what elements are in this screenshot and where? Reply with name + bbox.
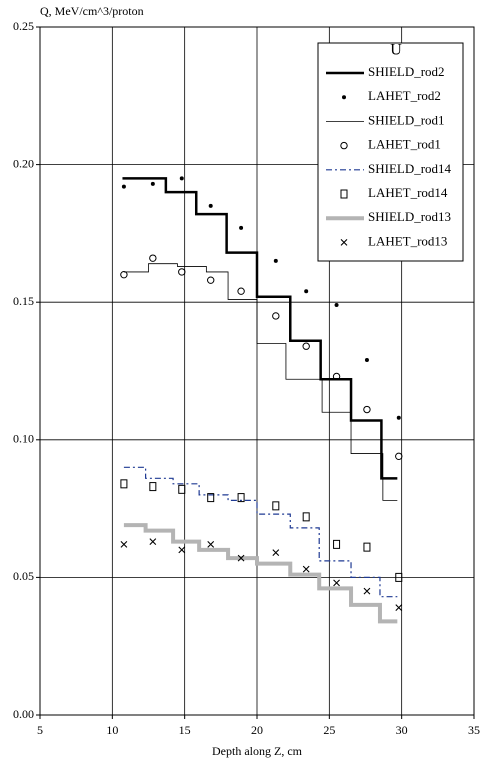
legend-label: SHIELD_rod13 [368,209,451,224]
legend-label: LAHET_rod1 [368,137,441,152]
x-tick-label: 20 [251,723,263,737]
marker-cross [237,554,245,562]
x-tick-label: 35 [468,723,480,737]
x-tick-label: 30 [396,723,408,737]
marker-dot [273,258,278,263]
y-tick-label: 0.10 [13,432,34,446]
series-line [123,523,398,624]
marker-cross [395,604,403,612]
x-tick-label: 25 [323,723,335,737]
marker-square [149,482,157,492]
marker-dot [342,95,346,100]
marker-dot [150,181,155,186]
x-axis-label: Depth along Z, cm [212,744,303,758]
marker-dot [179,176,184,181]
legend: U SHIELD_rod2 LAHET_rod2 SHIELD_rod1 LAHET_r… [317,42,464,262]
marker-square [363,542,371,552]
series-line [123,263,398,501]
legend-label: LAHET_rod13 [368,233,447,248]
marker-square [178,484,186,494]
marker-circle [178,268,186,276]
y-axis-label: Q, MeV/cm^3/proton [40,4,144,18]
marker-circle [302,342,310,350]
marker-square [207,493,215,503]
series-line [123,466,398,598]
legend-label: SHIELD_rod14 [368,161,452,176]
marker-dot [121,184,126,189]
marker-square [120,479,128,489]
marker-cross [333,579,340,587]
marker-circle [363,405,371,414]
marker-circle [120,270,128,279]
y-tick-label: 0.15 [13,294,34,308]
marker-circle [237,287,245,295]
y-tick-label: 0.05 [13,569,34,583]
marker-circle [207,276,215,284]
y-tick-label: 0.25 [13,19,34,33]
marker-dot [396,415,401,420]
legend-label: SHIELD_rod1 [368,112,445,127]
marker-dot [304,289,309,294]
x-tick-label: 5 [37,723,43,737]
marker-square [237,493,245,503]
marker-circle [332,372,341,381]
marker-dot [334,302,339,307]
y-tick-label: 0.00 [13,707,34,721]
x-tick-label: 15 [179,723,191,737]
legend-label: SHIELD_rod2 [368,64,445,79]
marker-square [340,189,348,199]
legend-box [317,42,464,262]
marker-square [272,501,280,511]
marker-dot [208,203,213,208]
marker-cross [302,565,310,573]
legend-label: LAHET_rod14 [368,185,448,200]
marker-cross [149,538,157,546]
marker-cross [272,549,280,557]
marker-cross [120,540,128,548]
legend-label: LAHET_rod2 [368,88,441,103]
x-tick-label: 10 [106,723,118,737]
marker-square [302,512,310,522]
marker-cross [207,540,215,548]
marker-cross [178,546,186,554]
marker-cross [340,239,348,246]
marker-circle [149,254,157,262]
marker-circle [340,141,348,150]
marker-circle [272,312,280,320]
marker-circle [395,452,403,461]
marker-square [333,539,341,549]
marker-square [395,572,403,582]
legend-title: U [390,42,402,59]
marker-dot [364,357,369,362]
plot-frame [39,26,475,716]
marker-dot [239,225,244,230]
series-line [122,177,398,480]
marker-cross [363,587,371,595]
y-tick-label: 0.20 [13,156,34,170]
